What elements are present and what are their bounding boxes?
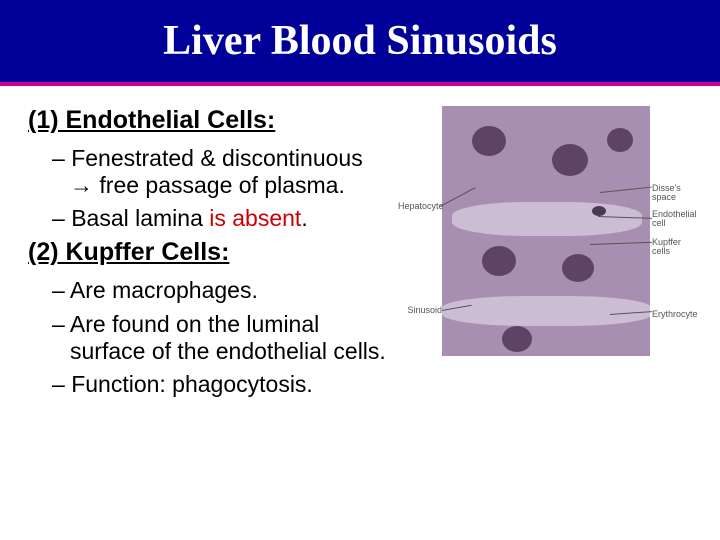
bullet-text: Basal lamina is absent. [71, 205, 308, 231]
slide-header: Liver Blood Sinusoids [0, 0, 720, 86]
section-2-bullet-2: – Are found on the luminal surface of th… [28, 311, 388, 365]
label-disse: Disse's space [652, 184, 692, 203]
section-1-heading: (1) Endothelial Cells: [28, 106, 388, 135]
text-column: (1) Endothelial Cells: – Fenestrated & d… [28, 100, 388, 404]
bullet-text: Are found on the luminal surface of the … [70, 311, 386, 364]
section-1-bullet-2: – Basal lamina is absent. [28, 205, 388, 232]
label-hepatocyte: Hepatocyte [398, 202, 440, 211]
section-2-bullet-1: – Are macrophages. [28, 277, 388, 304]
bullet-text: Function: phagocytosis. [71, 371, 313, 397]
micrograph-image [442, 106, 650, 356]
slide-title: Liver Blood Sinusoids [163, 17, 557, 65]
label-kupffer: Kupffer cells [652, 238, 692, 257]
section-1-bullet-1: – Fenestrated & discontinuous → free pas… [28, 145, 388, 199]
histology-figure: Hepatocyte Sinusoid Disse's space Endoth… [400, 106, 692, 360]
label-erythrocyte: Erythrocyte [652, 310, 702, 319]
section-2-bullet-3: – Function: phagocytosis. [28, 371, 388, 398]
bullet-text: Fenestrated & discontinuous → free passa… [70, 145, 363, 198]
bullet-text: Are macrophages. [70, 277, 258, 303]
label-endothelial: Endothelial cell [652, 210, 698, 229]
label-sinusoid: Sinusoid [400, 306, 442, 315]
section-2-heading: (2) Kupffer Cells: [28, 238, 388, 267]
